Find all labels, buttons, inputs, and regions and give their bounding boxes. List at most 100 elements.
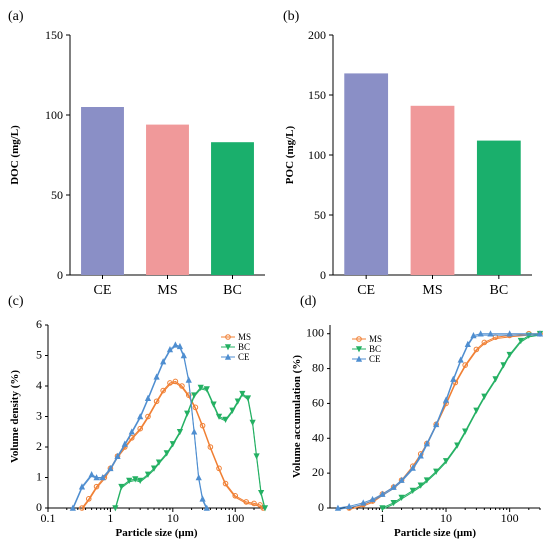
point-bc [132,476,139,483]
bar-ms [146,124,189,275]
point-ce [398,476,405,483]
legend-label: CE [369,354,381,364]
point-bc [492,376,499,383]
point-ce [153,373,160,380]
point-bc [222,416,229,423]
point-bc [417,482,424,489]
point-ce [78,483,86,490]
y-tick-label: 5 [36,348,42,362]
point-ce [199,495,206,502]
point-bc [203,386,210,393]
legend-label: BC [369,344,381,354]
point-ce [69,504,76,511]
y-tick-label: 40 [312,430,324,444]
point-ce [185,376,192,383]
point-ms [93,483,100,490]
panel-label: (c) [8,294,24,309]
point-bc [454,442,461,449]
point-ms [153,398,160,405]
y-tick-label: 150 [308,88,326,102]
point-ce [417,452,424,459]
bar-bc [476,140,521,275]
point-ms [145,413,151,420]
y-tick-label: 100 [45,108,63,122]
point-ms [222,480,229,487]
legend-label: MS [369,334,382,344]
y-tick-label: 6 [36,317,42,331]
point-ce [191,428,198,435]
point-ms [172,378,179,385]
point-ce [195,474,202,481]
point-ce [506,330,513,337]
point-ce [176,342,184,350]
point-bc [433,468,440,475]
y-tick-label: 200 [308,28,326,42]
y-axis-label: Volume accumulation (%) [291,355,303,478]
point-ms [192,404,199,411]
point-ce [107,464,114,472]
point-bc [234,398,241,405]
y-tick-label: 2 [36,439,42,453]
point-ce [450,375,457,382]
point-ms [185,392,192,398]
legend-item-ms: MS [352,334,382,344]
point-ms [257,502,263,508]
point-ms [462,362,468,368]
legend-marker [224,353,232,360]
y-tick-label: 0 [36,500,42,514]
point-bc [398,494,405,501]
bar-ms [410,105,455,275]
point-ms [207,444,214,450]
point-bc [249,419,256,427]
point-bc [169,441,176,448]
panel-label: (b) [283,9,300,24]
point-bc [517,337,524,345]
bar-ce [81,107,124,275]
point-ms [85,496,92,502]
legend-item-ms: MS [221,332,251,342]
point-ce [442,396,450,403]
point-ce [166,345,174,353]
x-tick-label: 100 [501,511,519,525]
point-bc [239,390,246,398]
legend-marker [224,344,232,351]
point-ce [423,440,430,447]
point-ce [346,502,353,510]
point-bc [500,362,507,369]
point-bc [423,477,430,484]
x-tick-label: 10 [167,511,179,525]
point-bc [155,459,163,466]
legend-item-bc: BC [221,342,250,352]
y-tick-label: 60 [312,395,324,409]
x-tick-label: 0.1 [41,511,56,525]
legend-label: MS [238,332,251,342]
x-axis-label: Particle size (μm) [394,527,476,539]
point-bc [197,384,204,391]
point-ms [216,465,222,472]
series-ce [334,330,544,511]
point-ce [203,504,210,511]
series-ce [69,341,210,511]
y-tick-label: 100 [308,148,326,162]
y-tick-label: 3 [36,409,42,423]
x-axis-label: Particle size (μm) [116,527,198,539]
point-ce [477,330,484,337]
point-bc [462,428,469,435]
y-tick-label: 80 [312,361,324,375]
point-ce [464,340,471,347]
x-tick-label-ms: MS [422,283,442,298]
point-bc [215,413,223,420]
x-tick-label: 1 [107,511,113,525]
point-bc [112,505,119,512]
panel-label: (d) [300,294,317,309]
point-bc [253,453,260,460]
panel-b: (b) 0 50 100 150 200 POC (mg/L) CE MS BC [283,9,532,298]
legend-label: CE [238,352,250,362]
point-ms [179,383,185,389]
x-tick-label: 100 [226,511,244,525]
point-bc [191,392,198,399]
point-bc [150,465,158,472]
legend-marker [225,334,231,340]
point-ms [137,425,143,432]
